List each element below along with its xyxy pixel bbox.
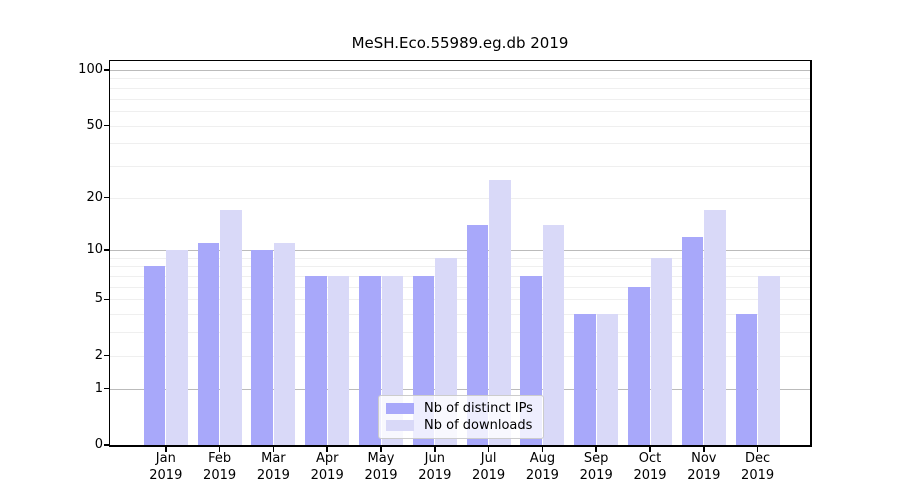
axis-spine-bottom (108, 445, 812, 447)
x-tick (165, 446, 167, 452)
bar-downloads-jul (489, 180, 511, 445)
y-tick-label: 1 (94, 380, 103, 396)
y-tick-label: 100 (78, 62, 103, 77)
bar-distinct-ips-dec (735, 314, 758, 445)
gridline-minor (110, 78, 810, 80)
bar-distinct-ips-jan (143, 266, 166, 445)
bar-distinct-ips-apr (305, 276, 327, 445)
y-tick-label: 5 (94, 291, 103, 307)
x-tick-label: Oct 2019 (633, 451, 667, 483)
x-tick (595, 446, 597, 452)
y-tick (104, 387, 110, 390)
x-tick (649, 446, 651, 452)
bar-downloads-nov (704, 210, 726, 445)
legend-swatch-distinct-ips (386, 403, 414, 414)
gridline-minor (110, 87, 810, 89)
bar-downloads-feb (220, 210, 242, 445)
gridline-minor (110, 143, 810, 145)
x-tick-label: Apr 2019 (310, 451, 344, 483)
bar-downloads-sep (596, 314, 619, 445)
bar-distinct-ips-nov (681, 236, 704, 445)
gridline-minor (110, 332, 810, 334)
x-tick-label: Jul 2019 (472, 451, 506, 483)
y-tick (104, 124, 110, 127)
x-tick (272, 446, 275, 452)
gridline-minor (110, 355, 810, 357)
y-tick (104, 69, 110, 71)
gridline-minor (110, 276, 810, 278)
x-tick-label: May 2019 (364, 451, 398, 483)
x-tick-label: Sep 2019 (579, 451, 613, 483)
y-tick-label: 0 (94, 437, 103, 452)
gridline-minor (110, 257, 810, 259)
x-tick-label: Nov 2019 (687, 451, 721, 483)
y-tick (104, 444, 110, 446)
y-tick (104, 298, 110, 301)
x-tick (434, 446, 436, 452)
gridline-major (110, 388, 810, 390)
x-tick-label: Jun 2019 (418, 451, 452, 483)
gridline-major (110, 250, 810, 252)
y-tick-label: 2 (94, 347, 103, 363)
y-tick (104, 196, 110, 199)
bar-downloads-jan (166, 250, 188, 445)
y-tick-label: 10 (86, 242, 103, 258)
bar-distinct-ips-oct (628, 286, 650, 445)
x-tick (703, 446, 705, 452)
legend-item-downloads: Nb of downloads (386, 417, 536, 434)
axis-spine-top (108, 59, 812, 61)
gridline-minor (110, 98, 810, 100)
y-tick (104, 354, 110, 357)
legend: Nb of distinct IPs Nb of downloads (378, 395, 544, 439)
x-tick-label: Aug 2019 (525, 451, 559, 483)
bar-downloads-aug (542, 224, 565, 445)
x-tick (541, 446, 544, 452)
gridline-minor (110, 125, 810, 127)
gridline-major (110, 70, 810, 71)
y-tick-label: 20 (86, 189, 103, 205)
gridline-minor (110, 110, 810, 112)
gridline-minor (110, 299, 810, 301)
axis-spine-right (810, 59, 812, 447)
gridline-minor (110, 197, 810, 199)
gridline-minor (110, 266, 810, 268)
legend-item-distinct-ips: Nb of distinct IPs (386, 400, 536, 417)
bar-distinct-ips-sep (574, 314, 596, 445)
x-tick (487, 446, 490, 452)
bar-distinct-ips-mar (251, 250, 273, 445)
axis-spine-left (108, 59, 110, 447)
legend-label-distinct-ips: Nb of distinct IPs (424, 401, 533, 416)
bar-distinct-ips-may (359, 276, 381, 445)
x-tick (218, 446, 221, 452)
x-tick-label: Mar 2019 (256, 451, 290, 483)
legend-swatch-downloads (386, 420, 414, 431)
chart-title: MeSH.Eco.55989.eg.db 2019 (351, 34, 569, 52)
y-tick (104, 249, 110, 251)
gridline-minor (110, 314, 810, 316)
bar-downloads-mar (273, 243, 296, 445)
bar-downloads-oct (650, 257, 672, 445)
bar-downloads-apr (327, 276, 350, 445)
x-tick (756, 446, 759, 452)
legend-label-downloads: Nb of downloads (424, 418, 533, 433)
bar-downloads-dec (758, 276, 780, 445)
x-tick (380, 446, 382, 452)
gridline-minor (110, 286, 810, 288)
x-tick-label: Dec 2019 (741, 451, 775, 483)
bar-distinct-ips-jul (466, 224, 489, 445)
x-tick-label: Feb 2019 (203, 451, 237, 483)
x-tick (326, 446, 328, 452)
gridline-minor (110, 165, 810, 167)
bar-distinct-ips-feb (197, 243, 220, 445)
y-tick-label: 50 (86, 117, 103, 133)
plot-area (108, 59, 812, 447)
x-tick-label: Jan 2019 (149, 451, 183, 483)
